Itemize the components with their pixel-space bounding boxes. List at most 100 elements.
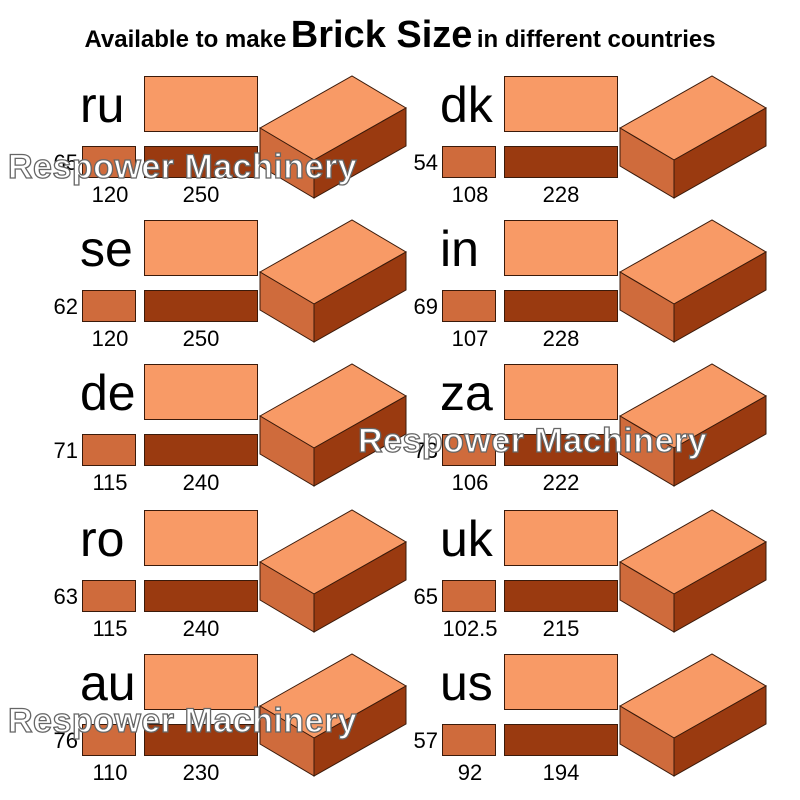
brick-top-face bbox=[504, 364, 618, 420]
brick-length: 230 bbox=[182, 760, 220, 785]
brick-side-face bbox=[144, 290, 258, 322]
brick-3d-illustration bbox=[259, 75, 407, 199]
brick-side-face bbox=[504, 724, 618, 756]
brick-end-face bbox=[442, 146, 496, 178]
brick-3d-right bbox=[673, 395, 767, 487]
brick-top-face bbox=[144, 654, 258, 710]
brick-entry-se: se 62 120 250 bbox=[2, 214, 407, 360]
brick-width: 106 bbox=[451, 470, 489, 495]
brick-entry-ro: ro 63 115 240 bbox=[2, 504, 407, 650]
brick-3d-right bbox=[313, 395, 407, 487]
brick-height: 73 bbox=[413, 438, 438, 463]
brick-end-face bbox=[442, 290, 496, 322]
brick-height: 65 bbox=[53, 150, 78, 175]
brick-length: 240 bbox=[182, 616, 220, 641]
country-code: au bbox=[80, 655, 136, 711]
country-code: de bbox=[80, 365, 136, 421]
title-main: Brick Size bbox=[290, 14, 473, 56]
brick-height: 57 bbox=[413, 728, 438, 753]
brick-width: 120 bbox=[91, 182, 129, 207]
brick-height: 63 bbox=[53, 584, 78, 609]
country-code: se bbox=[80, 221, 133, 277]
brick-height: 65 bbox=[413, 584, 438, 609]
brick-end-face bbox=[82, 290, 136, 322]
brick-length: 222 bbox=[542, 470, 580, 495]
brick-width: 108 bbox=[451, 182, 489, 207]
country-code: in bbox=[440, 221, 479, 277]
brick-entry-in: in 69 107 228 bbox=[362, 214, 767, 360]
brick-height: 76 bbox=[53, 728, 78, 753]
brick-width: 102.5 bbox=[442, 616, 498, 641]
brick-width: 92 bbox=[457, 760, 483, 785]
brick-length: 228 bbox=[542, 182, 580, 207]
brick-3d-right bbox=[313, 107, 407, 199]
brick-length: 194 bbox=[542, 760, 580, 785]
country-code: za bbox=[440, 365, 493, 421]
title-prefix: Available to make bbox=[84, 26, 287, 53]
brick-end-face bbox=[442, 434, 496, 466]
brick-3d-illustration bbox=[619, 509, 767, 633]
title-suffix: in different countries bbox=[476, 26, 716, 53]
brick-length: 250 bbox=[182, 182, 220, 207]
brick-side-face bbox=[504, 146, 618, 178]
brick-entry-za: za 73 106 222 bbox=[362, 358, 767, 504]
brick-width: 120 bbox=[91, 326, 129, 351]
brick-length: 250 bbox=[182, 326, 220, 351]
brick-3d-illustration bbox=[619, 219, 767, 343]
brick-3d-right bbox=[673, 107, 767, 199]
brick-top-face bbox=[144, 364, 258, 420]
brick-side-face bbox=[504, 434, 618, 466]
brick-top-face bbox=[504, 654, 618, 710]
brick-height: 62 bbox=[53, 294, 78, 319]
country-code: us bbox=[440, 655, 493, 711]
country-code: ru bbox=[80, 77, 125, 133]
brick-end-face bbox=[82, 580, 136, 612]
brick-top-face bbox=[504, 510, 618, 566]
brick-length: 228 bbox=[542, 326, 580, 351]
brick-length: 240 bbox=[182, 470, 220, 495]
brick-3d-illustration bbox=[619, 653, 767, 777]
brick-3d-right bbox=[313, 541, 407, 633]
brick-width: 110 bbox=[92, 760, 128, 785]
brick-3d-right bbox=[313, 251, 407, 343]
brick-end-face bbox=[442, 724, 496, 756]
brick-3d-right bbox=[673, 251, 767, 343]
brick-top-face bbox=[144, 220, 258, 276]
country-code: ro bbox=[80, 511, 125, 567]
brick-entry-de: de 71 115 240 bbox=[2, 358, 407, 504]
brick-top-face bbox=[504, 76, 618, 132]
brick-3d-illustration bbox=[259, 363, 407, 487]
brick-3d-illustration bbox=[259, 509, 407, 633]
brick-length: 215 bbox=[542, 616, 580, 641]
brick-end-face bbox=[442, 580, 496, 612]
brick-width: 115 bbox=[92, 470, 128, 495]
brick-width: 107 bbox=[451, 326, 489, 351]
country-code: uk bbox=[440, 511, 493, 567]
brick-side-face bbox=[144, 434, 258, 466]
brick-top-face bbox=[144, 76, 258, 132]
brick-entry-us: us 57 92 194 bbox=[362, 648, 767, 794]
brick-entry-uk: uk 65 102.5 215 bbox=[362, 504, 767, 650]
brick-3d-right bbox=[313, 685, 407, 777]
brick-end-face bbox=[82, 724, 136, 756]
brick-height: 71 bbox=[53, 438, 78, 463]
brick-side-face bbox=[144, 146, 258, 178]
brick-side-face bbox=[504, 290, 618, 322]
brick-3d-illustration bbox=[259, 219, 407, 343]
brick-side-face bbox=[144, 580, 258, 612]
brick-width: 115 bbox=[92, 616, 128, 641]
brick-height: 69 bbox=[413, 294, 438, 319]
brick-top-face bbox=[144, 510, 258, 566]
brick-3d-right bbox=[673, 541, 767, 633]
brick-top-face bbox=[504, 220, 618, 276]
brick-3d-illustration bbox=[619, 75, 767, 199]
brick-entry-dk: dk 54 108 228 bbox=[362, 70, 767, 216]
brick-end-face bbox=[82, 434, 136, 466]
brick-end-face bbox=[82, 146, 136, 178]
brick-entry-au: au 76 110 230 bbox=[2, 648, 407, 794]
brick-side-face bbox=[144, 724, 258, 756]
brick-3d-illustration bbox=[259, 653, 407, 777]
brick-3d-illustration bbox=[619, 363, 767, 487]
country-code: dk bbox=[440, 77, 493, 133]
brick-side-face bbox=[504, 580, 618, 612]
